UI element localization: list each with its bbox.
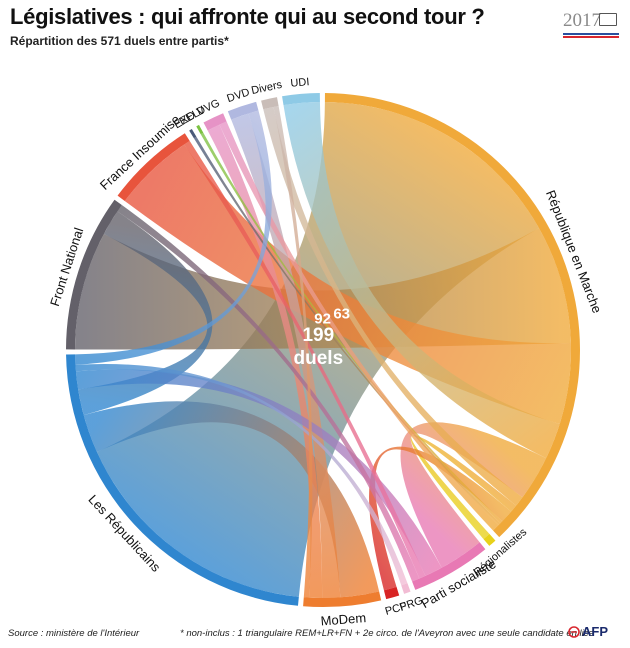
party-label-pcf: PCF (384, 600, 409, 618)
arc-pcf (383, 586, 400, 600)
footnote: * non-inclus : 1 triangulaire REM+LR+FN … (180, 628, 594, 639)
arc-front-national (66, 199, 122, 350)
arc-dvd (227, 101, 259, 120)
flag-stripe-blue (563, 33, 619, 35)
flag-stripe-red (563, 36, 619, 38)
afp-logo: AFP (582, 624, 608, 639)
ribbon-udi-r-publique-en-marche (283, 102, 560, 459)
party-label-dvg: DVG (195, 97, 222, 118)
party-arcs (66, 93, 581, 607)
party-label-udi: UDI (290, 76, 310, 90)
afp-logo-icon (568, 626, 580, 638)
ribbon-dvd-modem (231, 113, 341, 598)
party-label-dvd: DVD (225, 86, 251, 105)
duel-count-label: 92 (314, 310, 331, 327)
arc-r-gionalistes (483, 533, 496, 546)
ribbon-front-national-les-r-publicains (78, 211, 213, 416)
source-note: Source : ministère de l'Intérieur (8, 628, 140, 639)
party-label-modem: MoDem (320, 610, 367, 628)
arc-prg (401, 583, 411, 594)
election-year-badge: 2017 (563, 10, 621, 38)
arc-parti-socialiste (412, 542, 486, 590)
duel-count-label: 199 (302, 325, 334, 346)
ribbon-parti-socialiste-les-r-publicains (75, 369, 442, 576)
duel-count-unit: duels (294, 348, 344, 369)
chord-ribbons (75, 102, 571, 598)
arc-exd (189, 128, 197, 139)
ballot-envelope-icon (599, 13, 617, 26)
party-label-divers: Divers (250, 79, 283, 97)
ribbon-r-publique-en-marche-parti-socialiste (400, 422, 547, 568)
election-year: 2017 (563, 10, 601, 31)
ribbon-divers-modem (273, 106, 313, 598)
arc-udi (282, 93, 320, 106)
page-subtitle: Répartition des 571 duels entre partis* (10, 34, 229, 48)
ribbon-france-insoumise-r-publique-en-marche (124, 144, 571, 425)
arc-modem (303, 591, 382, 607)
page-title: Législatives : qui affronte qui au secon… (10, 4, 485, 29)
arc-les-r-publicains (66, 354, 299, 606)
ribbon-pcf-r-publique-en-marche (369, 446, 512, 591)
ribbon-modem-les-r-publicains (83, 401, 380, 598)
duel-count-label: 63 (333, 306, 350, 323)
arc-dvg (203, 113, 227, 131)
ribbon-les-r-publicains-r-publique-en-marche (96, 102, 539, 597)
ribbon-france-insoumise-parti-socialiste (184, 140, 426, 579)
arc-france-insoumise (117, 133, 190, 201)
ribbon-front-national-r-publique-en-marche (75, 228, 571, 350)
arc-eelv (196, 124, 204, 135)
arc-divers (261, 97, 279, 110)
